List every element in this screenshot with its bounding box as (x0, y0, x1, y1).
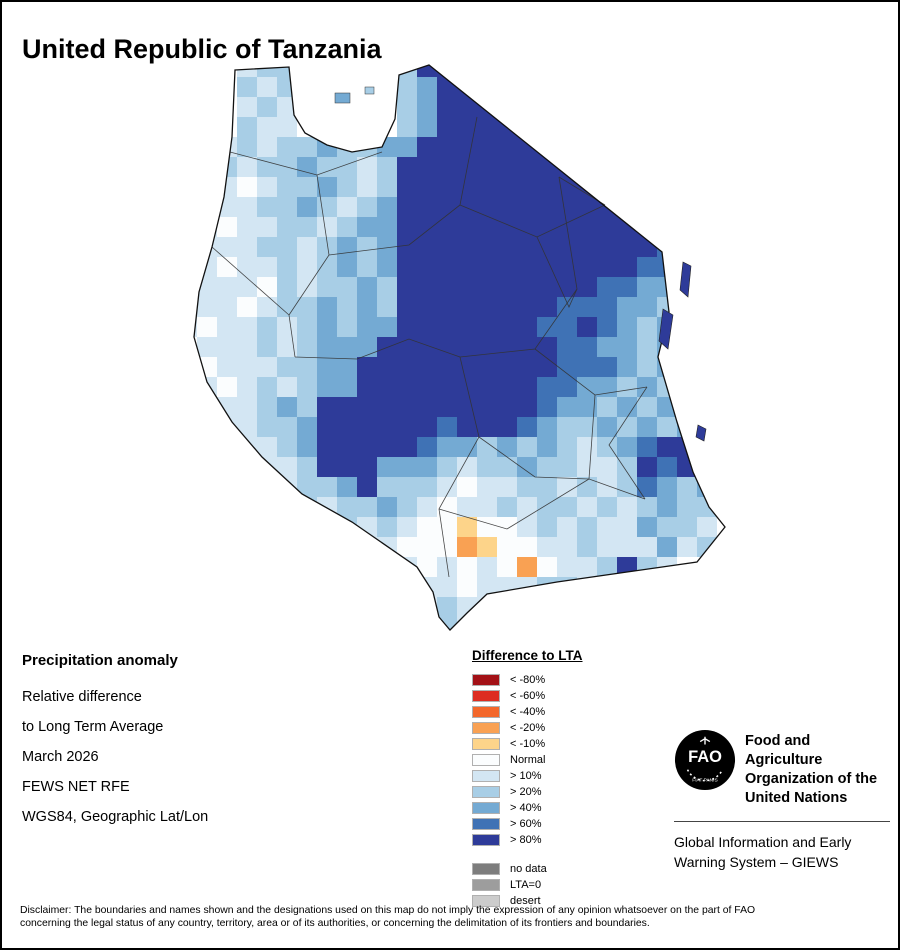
legend-swatch (472, 690, 500, 702)
tanzania-map-svg (193, 64, 726, 631)
info-line: to Long Term Average (22, 719, 164, 735)
legend-entry: no data (472, 861, 632, 877)
legend-entry: LTA=0 (472, 877, 632, 893)
legend-swatch (472, 738, 500, 750)
legend-swatch (472, 895, 500, 907)
offshore-islands (658, 261, 707, 442)
legend-swatch (472, 879, 500, 891)
legend-entry: > 20% (472, 784, 632, 800)
country-outline (193, 64, 726, 631)
legend-title: Difference to LTA (472, 648, 583, 663)
legend-label: < -20% (510, 722, 546, 734)
disclaimer-line: concerning the legal status of any count… (20, 918, 650, 929)
legend-entry: < -40% (472, 704, 632, 720)
legend-entry: > 40% (472, 800, 632, 816)
legend-label: Normal (510, 754, 546, 766)
legend-label: LTA=0 (510, 879, 542, 891)
legend-entry: < -60% (472, 688, 632, 704)
legend-label: no data (510, 863, 547, 875)
fao-logo-text: FAO (688, 748, 722, 766)
page-title: United Republic of Tanzania (22, 34, 382, 65)
raster-grid (194, 65, 717, 630)
legend-label: > 80% (510, 834, 542, 846)
map-info-block: Precipitation anomaly Relative differenc… (22, 652, 322, 839)
legend-label: < -40% (510, 706, 546, 718)
legend-entry: > 10% (472, 768, 632, 784)
legend-entry: < -80% (472, 672, 632, 688)
legend-label: < -60% (510, 690, 546, 702)
legend-swatch (472, 834, 500, 846)
legend-swatch (472, 722, 500, 734)
legend-entry: > 60% (472, 816, 632, 832)
fao-block: FAO FIAT PANIS Food and Agriculture Orga… (674, 729, 890, 872)
giews-caption: Global Information and Early Warning Sys… (674, 832, 890, 872)
info-heading: Precipitation anomaly (22, 652, 178, 669)
legend-entry: < -20% (472, 720, 632, 736)
legend-swatch (472, 754, 500, 766)
fao-org-line: Organization of the (745, 771, 878, 787)
legend-swatch (472, 818, 500, 830)
fao-org-name: Food and Agriculture Organization of the… (745, 729, 890, 808)
legend-swatch (472, 786, 500, 798)
info-line: Relative difference (22, 689, 142, 705)
legend-label: > 60% (510, 818, 542, 830)
legend: Difference to LTA < -80% < -60% < -40% <… (472, 648, 632, 909)
fao-org-line: United Nations (745, 790, 848, 806)
giews-line: Warning System – GIEWS (674, 854, 839, 870)
legend-label: > 20% (510, 786, 542, 798)
lake-victoria-islands (334, 86, 375, 104)
legend-label: < -10% (510, 738, 546, 750)
giews-line: Global Information and Early (674, 834, 852, 850)
disclaimer: Disclaimer: The boundaries and names sho… (20, 904, 888, 930)
legend-label: > 40% (510, 802, 542, 814)
fao-divider (674, 821, 890, 822)
info-line: March 2026 (22, 749, 99, 765)
legend-label: desert (510, 895, 541, 907)
legend-label: > 10% (510, 770, 542, 782)
fao-org-line: Food and Agriculture (745, 733, 823, 768)
legend-swatch (472, 770, 500, 782)
legend-swatch (472, 802, 500, 814)
admin-boundaries (211, 116, 648, 578)
wheat-icon (699, 736, 711, 745)
legend-entry: > 80% (472, 832, 632, 848)
legend-entry: < -10% (472, 736, 632, 752)
legend-swatch (472, 863, 500, 875)
legend-swatch (472, 674, 500, 686)
legend-entry: Normal (472, 752, 632, 768)
precipitation-map (177, 57, 737, 642)
disclaimer-line: Disclaimer: The boundaries and names sho… (20, 905, 756, 916)
fao-logo-motto: FIAT PANIS (692, 777, 718, 783)
legend-extra-group: no data LTA=0 desert (472, 861, 632, 909)
info-line: FEWS NET RFE (22, 779, 130, 795)
info-line: WGS84, Geographic Lat/Lon (22, 809, 209, 825)
legend-entry: desert (472, 893, 632, 909)
legend-label: < -80% (510, 674, 546, 686)
fao-logo-icon: FAO FIAT PANIS (674, 729, 736, 791)
legend-swatch (472, 706, 500, 718)
